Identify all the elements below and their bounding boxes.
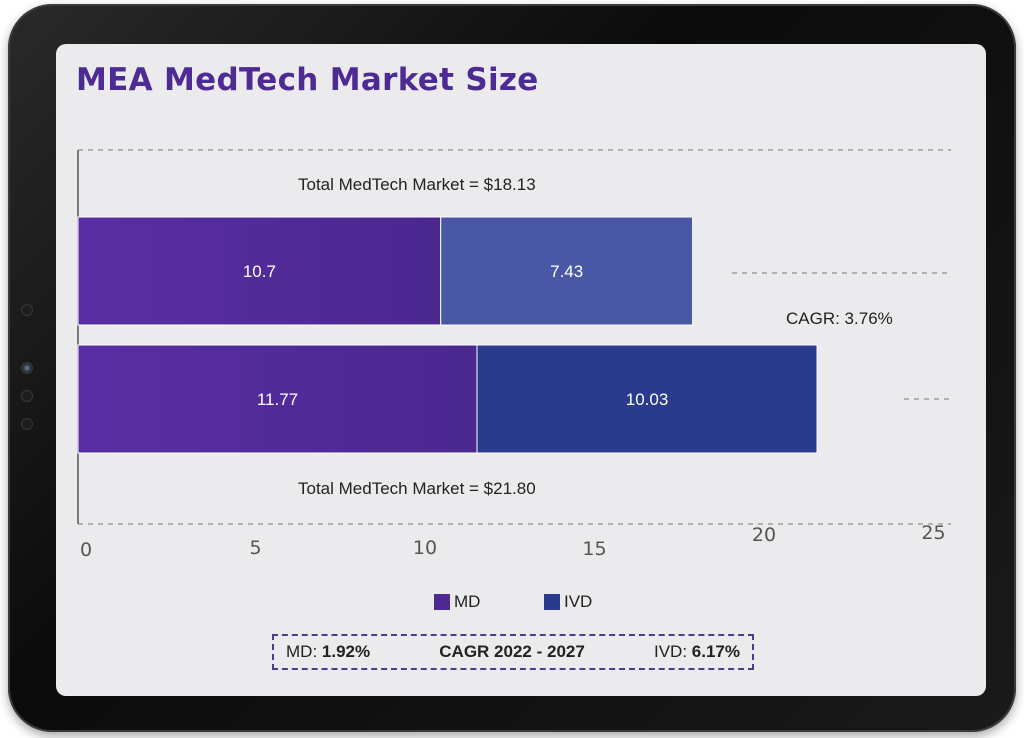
category-label: Total MedTech Market = $18.13 <box>298 175 536 194</box>
cagr-md-value: 1.92% <box>321 642 371 661</box>
sensor-icon <box>21 418 33 430</box>
x-tick-label: 10 <box>413 537 437 559</box>
x-tick-label: 15 <box>582 538 606 560</box>
cagr-ivd: IVD: 6.17% <box>654 642 740 662</box>
legend-label-md: MD <box>454 592 481 611</box>
legend-item-ivd: IVD <box>544 592 592 612</box>
x-tick-label: 0 <box>80 539 92 561</box>
bar-chart: 10.7 7.43 11.77 10.03 Total MedTech Market =… <box>77 149 951 561</box>
bar-md <box>77 344 478 454</box>
tablet-frame: MEA MedTech Market Size 10.7 7.43 11.77 10.… <box>8 4 1016 732</box>
legend-swatch-ivd <box>544 594 560 610</box>
cagr-ivd-label: IVD: <box>653 642 688 661</box>
tablet-screen: MEA MedTech Market Size 10.7 7.43 11.77 10.… <box>56 44 986 696</box>
data-label: 10.7 <box>243 262 276 281</box>
bar-md <box>77 216 442 326</box>
x-tick-label: 20 <box>752 524 776 546</box>
data-label: 11.77 <box>257 390 298 409</box>
cagr-md-label: MD: <box>286 642 318 661</box>
data-label: 10.03 <box>626 390 669 409</box>
x-tick-label: 5 <box>249 537 261 559</box>
data-label: 7.43 <box>550 262 583 281</box>
bar-ivd <box>440 216 694 326</box>
category-label: Total MedTech Market = $21.80 <box>298 479 536 498</box>
sensor-icon <box>21 390 33 402</box>
legend-swatch-md <box>434 594 450 610</box>
camera-icon <box>21 362 33 374</box>
cagr-annotation: CAGR: 3.76% <box>786 309 893 328</box>
cagr-summary-box: MD: 1.92% CAGR 2022 - 2027 IVD: 6.17% <box>272 634 754 670</box>
cagr-md: MD: 1.92% <box>286 642 370 662</box>
x-tick-label: 25 <box>921 522 945 544</box>
legend-item-md: MD <box>434 592 480 612</box>
chart-title: MEA MedTech Market Size <box>76 62 539 98</box>
bar-ivd <box>476 344 818 454</box>
cagr-period: CAGR 2022 - 2027 <box>439 642 585 661</box>
sensor-icon <box>21 304 33 316</box>
legend-label-ivd: IVD <box>564 592 593 611</box>
cagr-ivd-value: 6.17% <box>691 642 740 661</box>
